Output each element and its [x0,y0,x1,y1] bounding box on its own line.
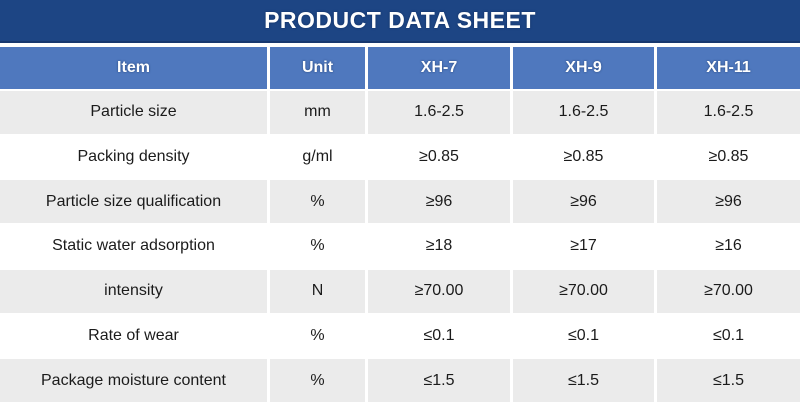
value-cell-xh11: ≥70.00 [657,267,800,313]
value-cell-xh7: ≥18 [368,223,513,268]
value-cell-xh9: ≤1.5 [513,357,657,402]
header-row: Item Unit XH-7 XH-9 XH-11 [0,47,800,89]
unit-cell: mm [270,89,368,134]
value-cell-xh7: ≤0.1 [368,312,513,358]
unit-cell: % [270,312,368,358]
row-label-cell: intensity [0,267,270,313]
value-cell-xh9: ≥17 [513,223,657,268]
column-header-xh7: XH-7 [368,47,513,89]
value-cell-xh11: ≥96 [657,178,800,224]
column-header-xh11: XH-11 [657,47,800,89]
title-bar: PRODUCT DATA SHEET [0,0,800,43]
row-label-cell: Packing density [0,133,270,179]
value-cell-xh7: ≤1.5 [368,357,513,402]
unit-cell: g/ml [270,133,368,179]
product-data-table: Item Unit XH-7 XH-9 XH-11 Particle size … [0,47,800,402]
column-header-unit: Unit [270,47,368,89]
value-cell-xh9: ≥96 [513,178,657,224]
value-cell-xh11: 1.6-2.5 [657,89,800,134]
value-cell-xh7: ≥96 [368,178,513,224]
unit-cell: % [270,178,368,224]
table-row-package-moisture-content: Package moisture content % ≤1.5 ≤1.5 ≤1.… [0,357,800,402]
table-row-packing-density: Packing density g/ml ≥0.85 ≥0.85 ≥0.85 [0,133,800,179]
row-label-cell: Static water adsorption [0,223,270,268]
value-cell-xh9: ≥70.00 [513,267,657,313]
unit-cell: N [270,267,368,313]
table-row-rate-of-wear: Rate of wear % ≤0.1 ≤0.1 ≤0.1 [0,312,800,358]
value-cell-xh7: 1.6-2.5 [368,89,513,134]
value-cell-xh11: ≤0.1 [657,312,800,358]
column-header-item: Item [0,47,270,89]
table-row-particle-size-qualification: Particle size qualification % ≥96 ≥96 ≥9… [0,178,800,224]
row-label-cell: Package moisture content [0,357,270,402]
table-row-static-water-adsorption: Static water adsorption % ≥18 ≥17 ≥16 [0,223,800,268]
value-cell-xh11: ≥0.85 [657,133,800,179]
value-cell-xh7: ≥70.00 [368,267,513,313]
value-cell-xh11: ≤1.5 [657,357,800,402]
row-label-cell: Particle size qualification [0,178,270,224]
value-cell-xh9: 1.6-2.5 [513,89,657,134]
page-title: PRODUCT DATA SHEET [264,7,536,33]
row-label-cell: Rate of wear [0,312,270,358]
table-row-intensity: intensity N ≥70.00 ≥70.00 ≥70.00 [0,267,800,313]
value-cell-xh11: ≥16 [657,223,800,268]
column-header-xh9: XH-9 [513,47,657,89]
table-row-particle-size: Particle size mm 1.6-2.5 1.6-2.5 1.6-2.5 [0,89,800,134]
value-cell-xh9: ≥0.85 [513,133,657,179]
unit-cell: % [270,357,368,402]
row-label-cell: Particle size [0,89,270,134]
value-cell-xh9: ≤0.1 [513,312,657,358]
value-cell-xh7: ≥0.85 [368,133,513,179]
unit-cell: % [270,223,368,268]
